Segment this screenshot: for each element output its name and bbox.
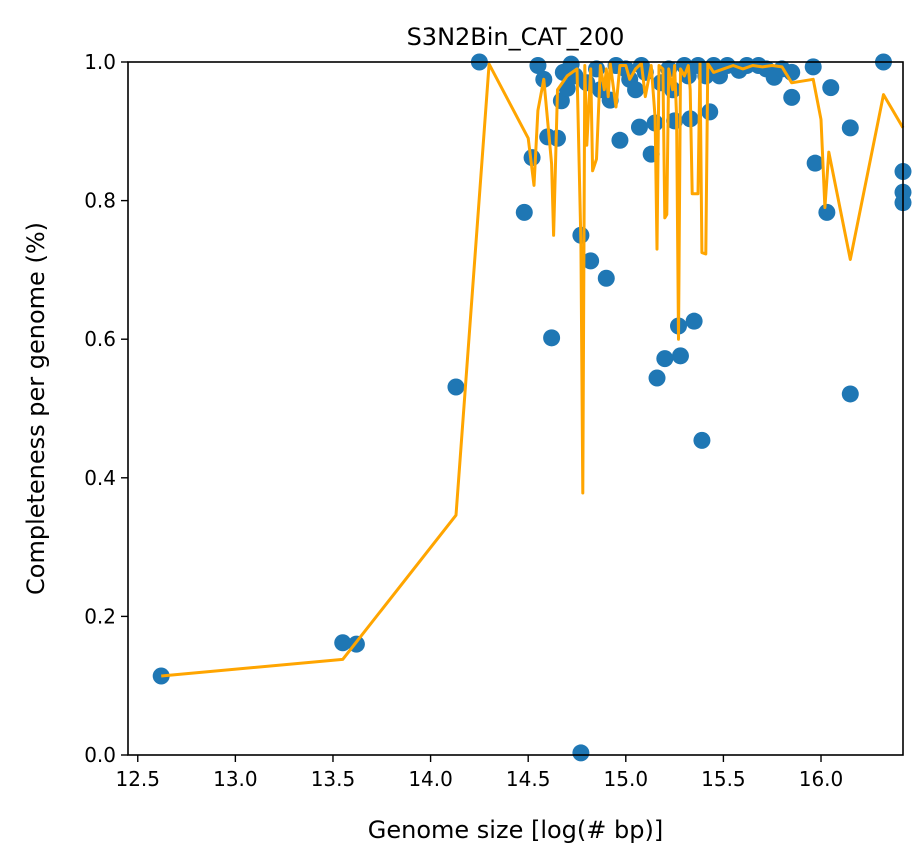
data-point [334, 634, 352, 652]
data-point [822, 79, 840, 97]
data-point [447, 378, 465, 396]
x-tick-label: 14.5 [506, 767, 551, 791]
data-point [806, 154, 824, 172]
data-point [685, 312, 703, 330]
data-point [841, 385, 859, 403]
y-axis: 0.0 0.2 0.4 0.6 0.8 1.0 [84, 50, 128, 767]
y-axis-title: Completeness per genome (%) [22, 222, 50, 595]
data-point [804, 58, 822, 76]
x-tick-label: 15.0 [604, 767, 649, 791]
data-point [656, 350, 674, 368]
x-tick-label: 13.5 [311, 767, 356, 791]
x-tick-label: 14.0 [408, 767, 453, 791]
data-point [152, 667, 170, 685]
data-point [701, 103, 719, 121]
x-axis: 12.5 13.0 13.5 14.0 14.5 15.0 15.5 16.0 [115, 755, 843, 791]
data-point [693, 431, 711, 449]
data-point [818, 203, 836, 221]
data-point [597, 269, 615, 287]
chart-title: S3N2Bin_CAT_200 [407, 23, 625, 51]
data-point [627, 81, 645, 99]
trend-line [161, 61, 905, 678]
y-tick-label: 0.0 [84, 743, 116, 767]
data-point [515, 203, 533, 221]
y-tick-label: 0.4 [84, 466, 116, 490]
y-tick-label: 0.8 [84, 189, 116, 213]
x-tick-label: 12.5 [115, 767, 160, 791]
data-point [671, 347, 689, 365]
data-point [572, 744, 590, 762]
data-point [630, 118, 648, 136]
data-point [783, 88, 801, 106]
data-point [841, 119, 859, 137]
data-point [648, 369, 666, 387]
x-tick-label: 15.5 [701, 767, 746, 791]
data-point [543, 329, 561, 347]
x-tick-label: 16.0 [799, 767, 844, 791]
y-tick-label: 1.0 [84, 50, 116, 74]
plot-frame [127, 61, 904, 756]
y-tick-label: 0.6 [84, 327, 116, 351]
data-point [582, 252, 600, 270]
y-tick-label: 0.2 [84, 604, 116, 628]
x-tick-label: 13.0 [213, 767, 258, 791]
plot-area [152, 53, 912, 762]
x-axis-title: Genome size [log(# bp)] [368, 816, 663, 844]
data-point [611, 131, 629, 149]
